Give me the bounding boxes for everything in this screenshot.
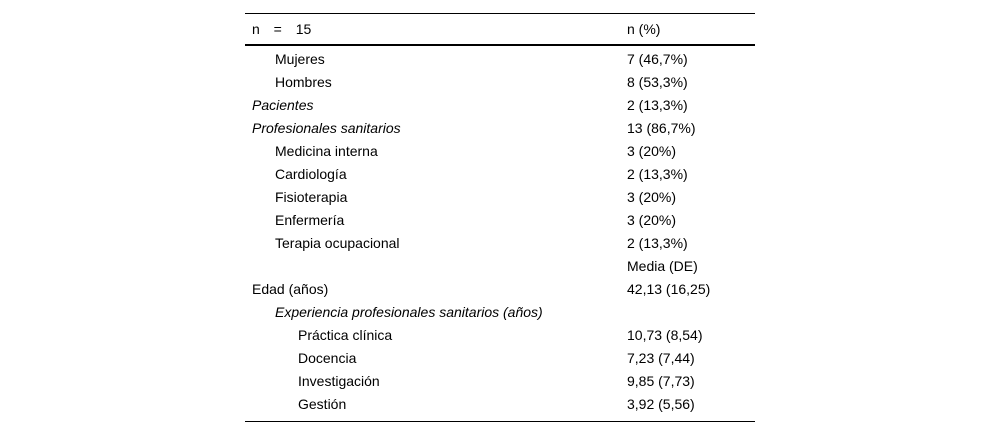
row-value: Media (DE)	[627, 258, 698, 274]
row-value: 7,23 (7,44)	[627, 350, 695, 366]
table-header-row: n = 15 n (%)	[245, 14, 755, 46]
row-label: Profesionales sanitarios	[252, 120, 401, 136]
row-label: Cardiología	[275, 166, 347, 182]
table-row: Experiencia profesionales sanitarios (añ…	[245, 301, 755, 324]
row-label: Hombres	[275, 74, 332, 90]
header-sample-size: n = 15	[252, 21, 312, 37]
table-row: Hombres 8 (53,3%)	[245, 71, 755, 94]
table-row: Enfermería 3 (20%)	[245, 209, 755, 232]
row-label: Medicina interna	[275, 143, 378, 159]
row-value: 10,73 (8,54)	[627, 327, 703, 343]
table-row: Cardiología 2 (13,3%)	[245, 163, 755, 186]
row-label: Investigación	[298, 373, 380, 389]
row-value: 3,92 (5,56)	[627, 396, 695, 412]
row-value: 42,13 (16,25)	[627, 281, 711, 297]
table-row: Fisioterapia 3 (20%)	[245, 186, 755, 209]
row-label: Terapia ocupacional	[275, 235, 400, 251]
row-label: Fisioterapia	[275, 189, 348, 205]
row-value: 13 (86,7%)	[627, 120, 696, 136]
row-value: 2 (13,3%)	[627, 235, 688, 251]
row-value: 8 (53,3%)	[627, 74, 688, 90]
row-label: Experiencia profesionales sanitarios (añ…	[275, 304, 543, 320]
table-row: Investigación 9,85 (7,73)	[245, 370, 755, 393]
row-label: Edad (años)	[252, 281, 329, 297]
row-label: Pacientes	[252, 97, 314, 113]
row-label: Práctica clínica	[298, 327, 393, 343]
table-row: Medicina interna 3 (20%)	[245, 140, 755, 163]
row-value: 3 (20%)	[627, 189, 677, 205]
table-row: Mujeres 7 (46,7%)	[245, 48, 755, 71]
row-value: 2 (13,3%)	[627, 97, 688, 113]
row-label: Enfermería	[275, 212, 345, 228]
row-label	[245, 255, 627, 278]
table-row: Profesionales sanitarios 13 (86,7%)	[245, 117, 755, 140]
row-value: 3 (20%)	[627, 143, 677, 159]
row-label: Docencia	[298, 350, 357, 366]
row-value: 7 (46,7%)	[627, 51, 688, 67]
row-value: 9,85 (7,73)	[627, 373, 695, 389]
table-row: Pacientes 2 (13,3%)	[245, 94, 755, 117]
row-label: Gestión	[298, 396, 347, 412]
row-value	[627, 301, 755, 324]
row-label: Mujeres	[275, 51, 325, 67]
table-row: Gestión 3,92 (5,56)	[245, 393, 755, 416]
table-row: Práctica clínica 10,73 (8,54)	[245, 324, 755, 347]
table-body: Mujeres 7 (46,7%) Hombres 8 (53,3%) Paci…	[245, 46, 755, 421]
demographics-table: n = 15 n (%) Mujeres 7 (46,7%) Hombres 8…	[245, 13, 755, 422]
header-n-percent: n (%)	[627, 21, 661, 37]
row-value: 3 (20%)	[627, 212, 677, 228]
table-row: Terapia ocupacional 2 (13,3%)	[245, 232, 755, 255]
table-row: Edad (años) 42,13 (16,25)	[245, 278, 755, 301]
table-row: Docencia 7,23 (7,44)	[245, 347, 755, 370]
row-value: 2 (13,3%)	[627, 166, 688, 182]
table-row: Media (DE)	[245, 255, 755, 278]
